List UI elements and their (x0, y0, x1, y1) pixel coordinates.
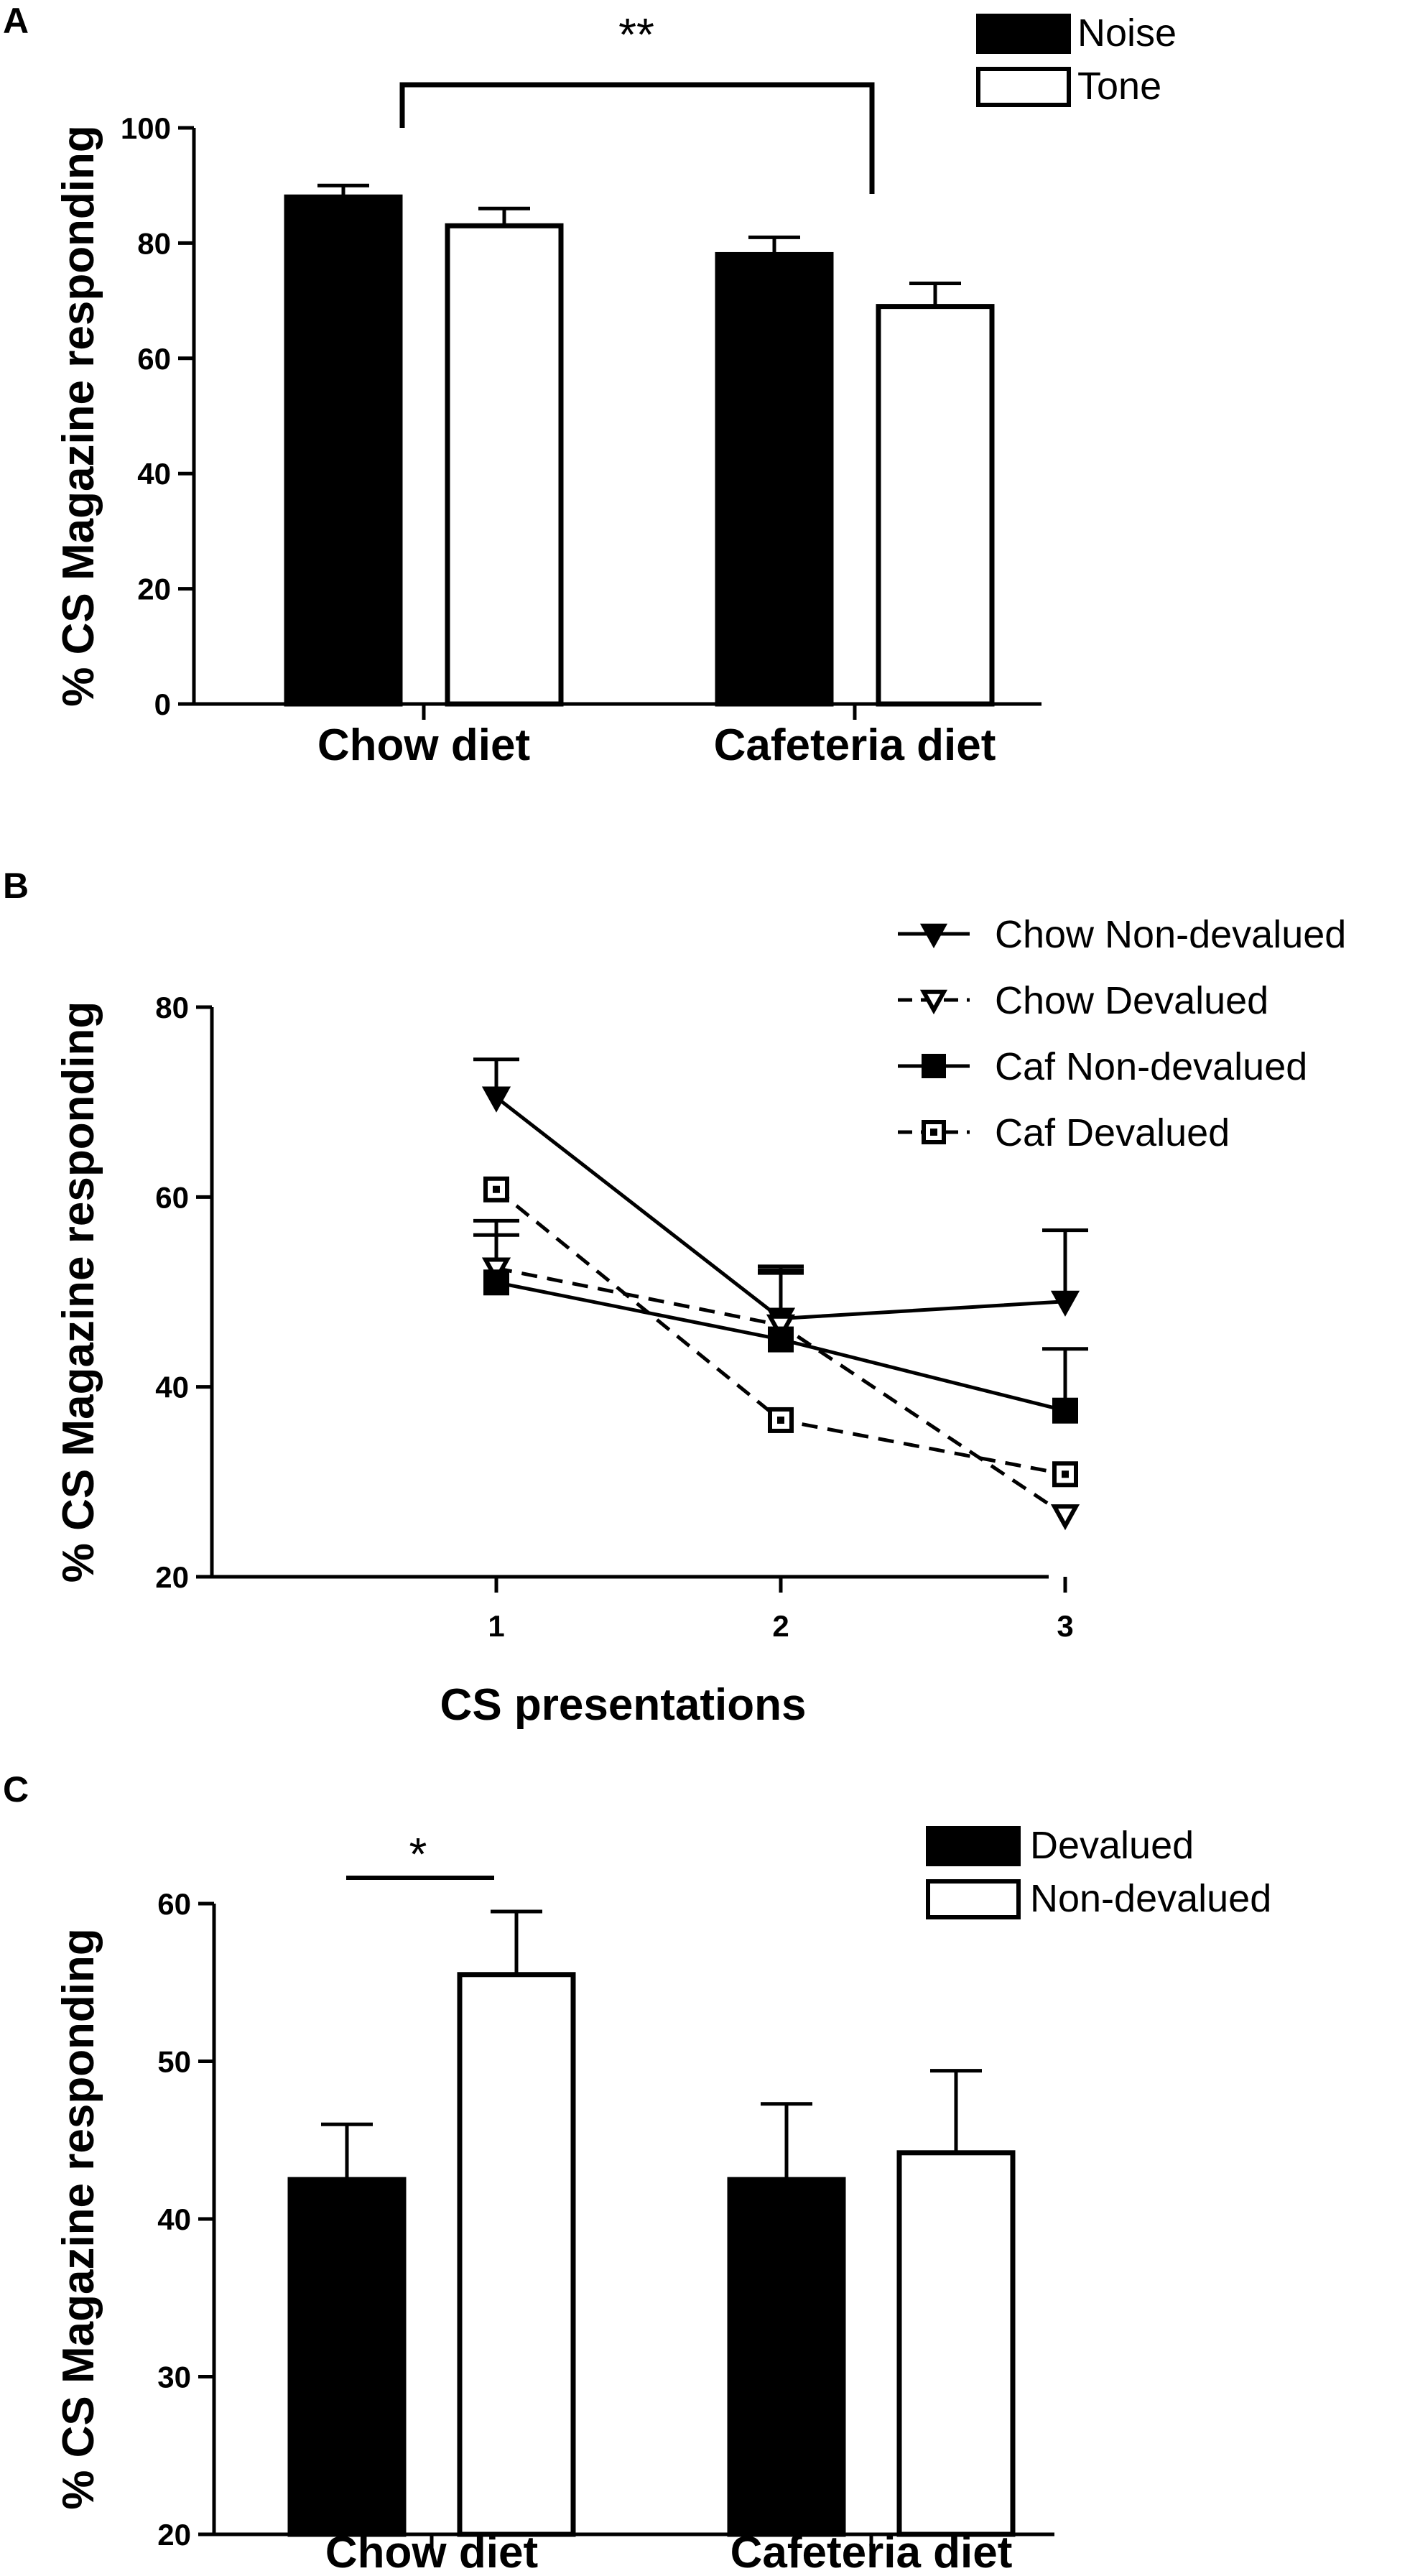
panel-b-legend-marker (922, 1120, 946, 1144)
panel-b-marker (1050, 1290, 1080, 1317)
panel-a-y-tick-label: 40 (137, 457, 171, 491)
panel-b-legend-marker (919, 923, 948, 949)
panel-a-y-tick-label: 0 (154, 687, 171, 721)
panel-c-y-tick-label: 30 (157, 2360, 191, 2394)
panel-a-y-axis-title: % CS Magazine responding (54, 125, 103, 707)
panel-b-legend-marker-core (930, 1129, 937, 1136)
panel-b-legend-label: Chow Devalued (995, 979, 1268, 1022)
panel-a-significance-label: ** (618, 9, 654, 60)
panel-a-bar (284, 194, 403, 707)
panel-b-legend-label: Caf Non-devalued (995, 1045, 1307, 1088)
panel-a-bar (876, 304, 995, 707)
panel-a-bar (715, 251, 834, 707)
panel-b-marker-core (493, 1185, 500, 1193)
panel-b-marker (1052, 1397, 1078, 1424)
panel-c-bar (727, 2177, 846, 2537)
panel-c-y-tick-label: 60 (157, 1887, 191, 1921)
panel-b-y-tick-label: 20 (155, 1560, 189, 1594)
panel-a-y-tick-label: 20 (137, 573, 171, 606)
panel-c-bar (457, 1972, 576, 2537)
panel-b-legend-label: Chow Non-devalued (995, 913, 1346, 956)
panel-a-y-tick-label: 80 (137, 226, 171, 260)
panel-b-marker (483, 1269, 509, 1296)
panel-b-y-tick-label: 60 (155, 1180, 189, 1214)
panel-a-panel-letter: A (3, 1, 29, 41)
panel-c-legend-label: Devalued (1030, 1824, 1194, 1867)
panel-b-y-tick-label: 80 (155, 991, 189, 1024)
panel-b-marker-core (1062, 1470, 1069, 1478)
panel-c-y-tick-label: 50 (157, 2045, 191, 2079)
panel-a-legend-label: Tone (1077, 65, 1161, 108)
panel-b-marker (1050, 1504, 1080, 1531)
panel-b-x-tick-label: 2 (772, 1609, 789, 1643)
panel-a-legend-swatch (976, 67, 1071, 107)
panel-c-legend-label: Non-devalued (1030, 1877, 1271, 1920)
panel-a-x-category-label: Cafeteria diet (714, 721, 996, 770)
panel-c-legend-swatch (926, 1879, 1021, 1919)
panel-b-marker (766, 1314, 796, 1340)
panel-a-legend-label: Noise (1077, 11, 1177, 55)
panel-c-y-axis-title: % CS Magazine responding (54, 1928, 103, 2510)
panel-a-x-category-label: Chow diet (317, 721, 530, 770)
panel-c-y-tick-label: 40 (157, 2202, 191, 2236)
panel-b-x-tick-label: 3 (1057, 1609, 1073, 1643)
panel-b-legend-marker (922, 1054, 946, 1078)
panel-b-x-tick-label: 1 (488, 1609, 504, 1643)
panel-b-y-axis-title: % CS Magazine responding (54, 1001, 103, 1583)
panel-a-legend-swatch (976, 14, 1071, 54)
panel-b-x-axis-title: CS presentations (440, 1680, 807, 1730)
panel-b-legend-marker (919, 989, 948, 1015)
panel-b-marker (483, 1176, 509, 1203)
panel-c-y-tick-label: 20 (157, 2518, 191, 2552)
panel-c-panel-letter: C (3, 1769, 29, 1810)
panel-b-marker (481, 1257, 511, 1284)
panel-c-legend-swatch (926, 1826, 1021, 1866)
panel-b-panel-letter: B (3, 866, 29, 906)
panel-c-bar (896, 2150, 1016, 2537)
panel-a-significance-bracket (399, 82, 875, 194)
panel-a-bar (445, 223, 564, 707)
panel-a-y-tick-label: 60 (137, 342, 171, 376)
panel-b-legend-label: Caf Devalued (995, 1111, 1230, 1154)
panel-b-marker (768, 1326, 794, 1353)
panel-b-marker (481, 1086, 511, 1113)
panel-a-y-tick-label: 100 (121, 111, 171, 145)
panel-c-bar (287, 2177, 407, 2537)
panel-b-marker-core (777, 1416, 784, 1424)
panel-c-significance-label: * (409, 1828, 427, 1880)
panel-b-y-tick-label: 40 (155, 1371, 189, 1404)
